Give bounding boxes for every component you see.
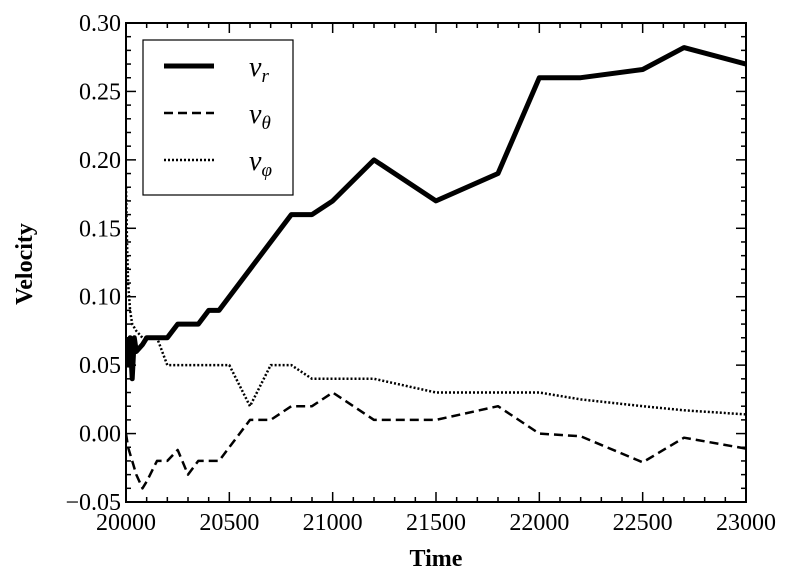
x-tick-label: 20500 [199, 510, 259, 536]
x-tick-label: 22500 [613, 510, 673, 536]
x-tick-label: 21000 [303, 510, 363, 536]
y-tick-label: 0.10 [79, 285, 121, 311]
x-tick-label: 20000 [96, 510, 156, 536]
y-tick-label: 0.30 [79, 11, 121, 37]
y-tick-label: 0.15 [79, 216, 121, 242]
x-axis-title: Time [410, 546, 463, 572]
y-tick-label: −0.05 [65, 490, 121, 516]
series-line-1 [126, 391, 746, 490]
series-line-0 [126, 45, 746, 382]
y-tick-label: 0.25 [79, 79, 121, 105]
legend-label-v-theta: vθ [249, 99, 271, 134]
x-tick-labels: 20000 20500 21000 21500 22000 22500 23000 [96, 510, 776, 536]
x-tick-label: 21500 [406, 510, 466, 536]
plot-frame [125, 22, 747, 503]
y-axis-title: Velocity [12, 223, 38, 305]
y-tick-labels: −0.05 0.00 0.05 0.10 0.15 0.20 0.25 0.30 [65, 11, 121, 516]
x-tick-label: 23000 [716, 510, 776, 536]
legend: vr vθ vφ [142, 39, 294, 196]
y-tick-label: 0.20 [79, 148, 121, 174]
series-line-2 [126, 187, 746, 416]
legend-label-v-phi: vφ [249, 146, 272, 181]
y-tick-label: 0.00 [79, 422, 121, 448]
legend-label-v-r: vr [249, 52, 269, 87]
x-tick-label: 22000 [509, 510, 569, 536]
plot-area [126, 45, 746, 490]
y-tick-label: 0.05 [79, 353, 121, 379]
